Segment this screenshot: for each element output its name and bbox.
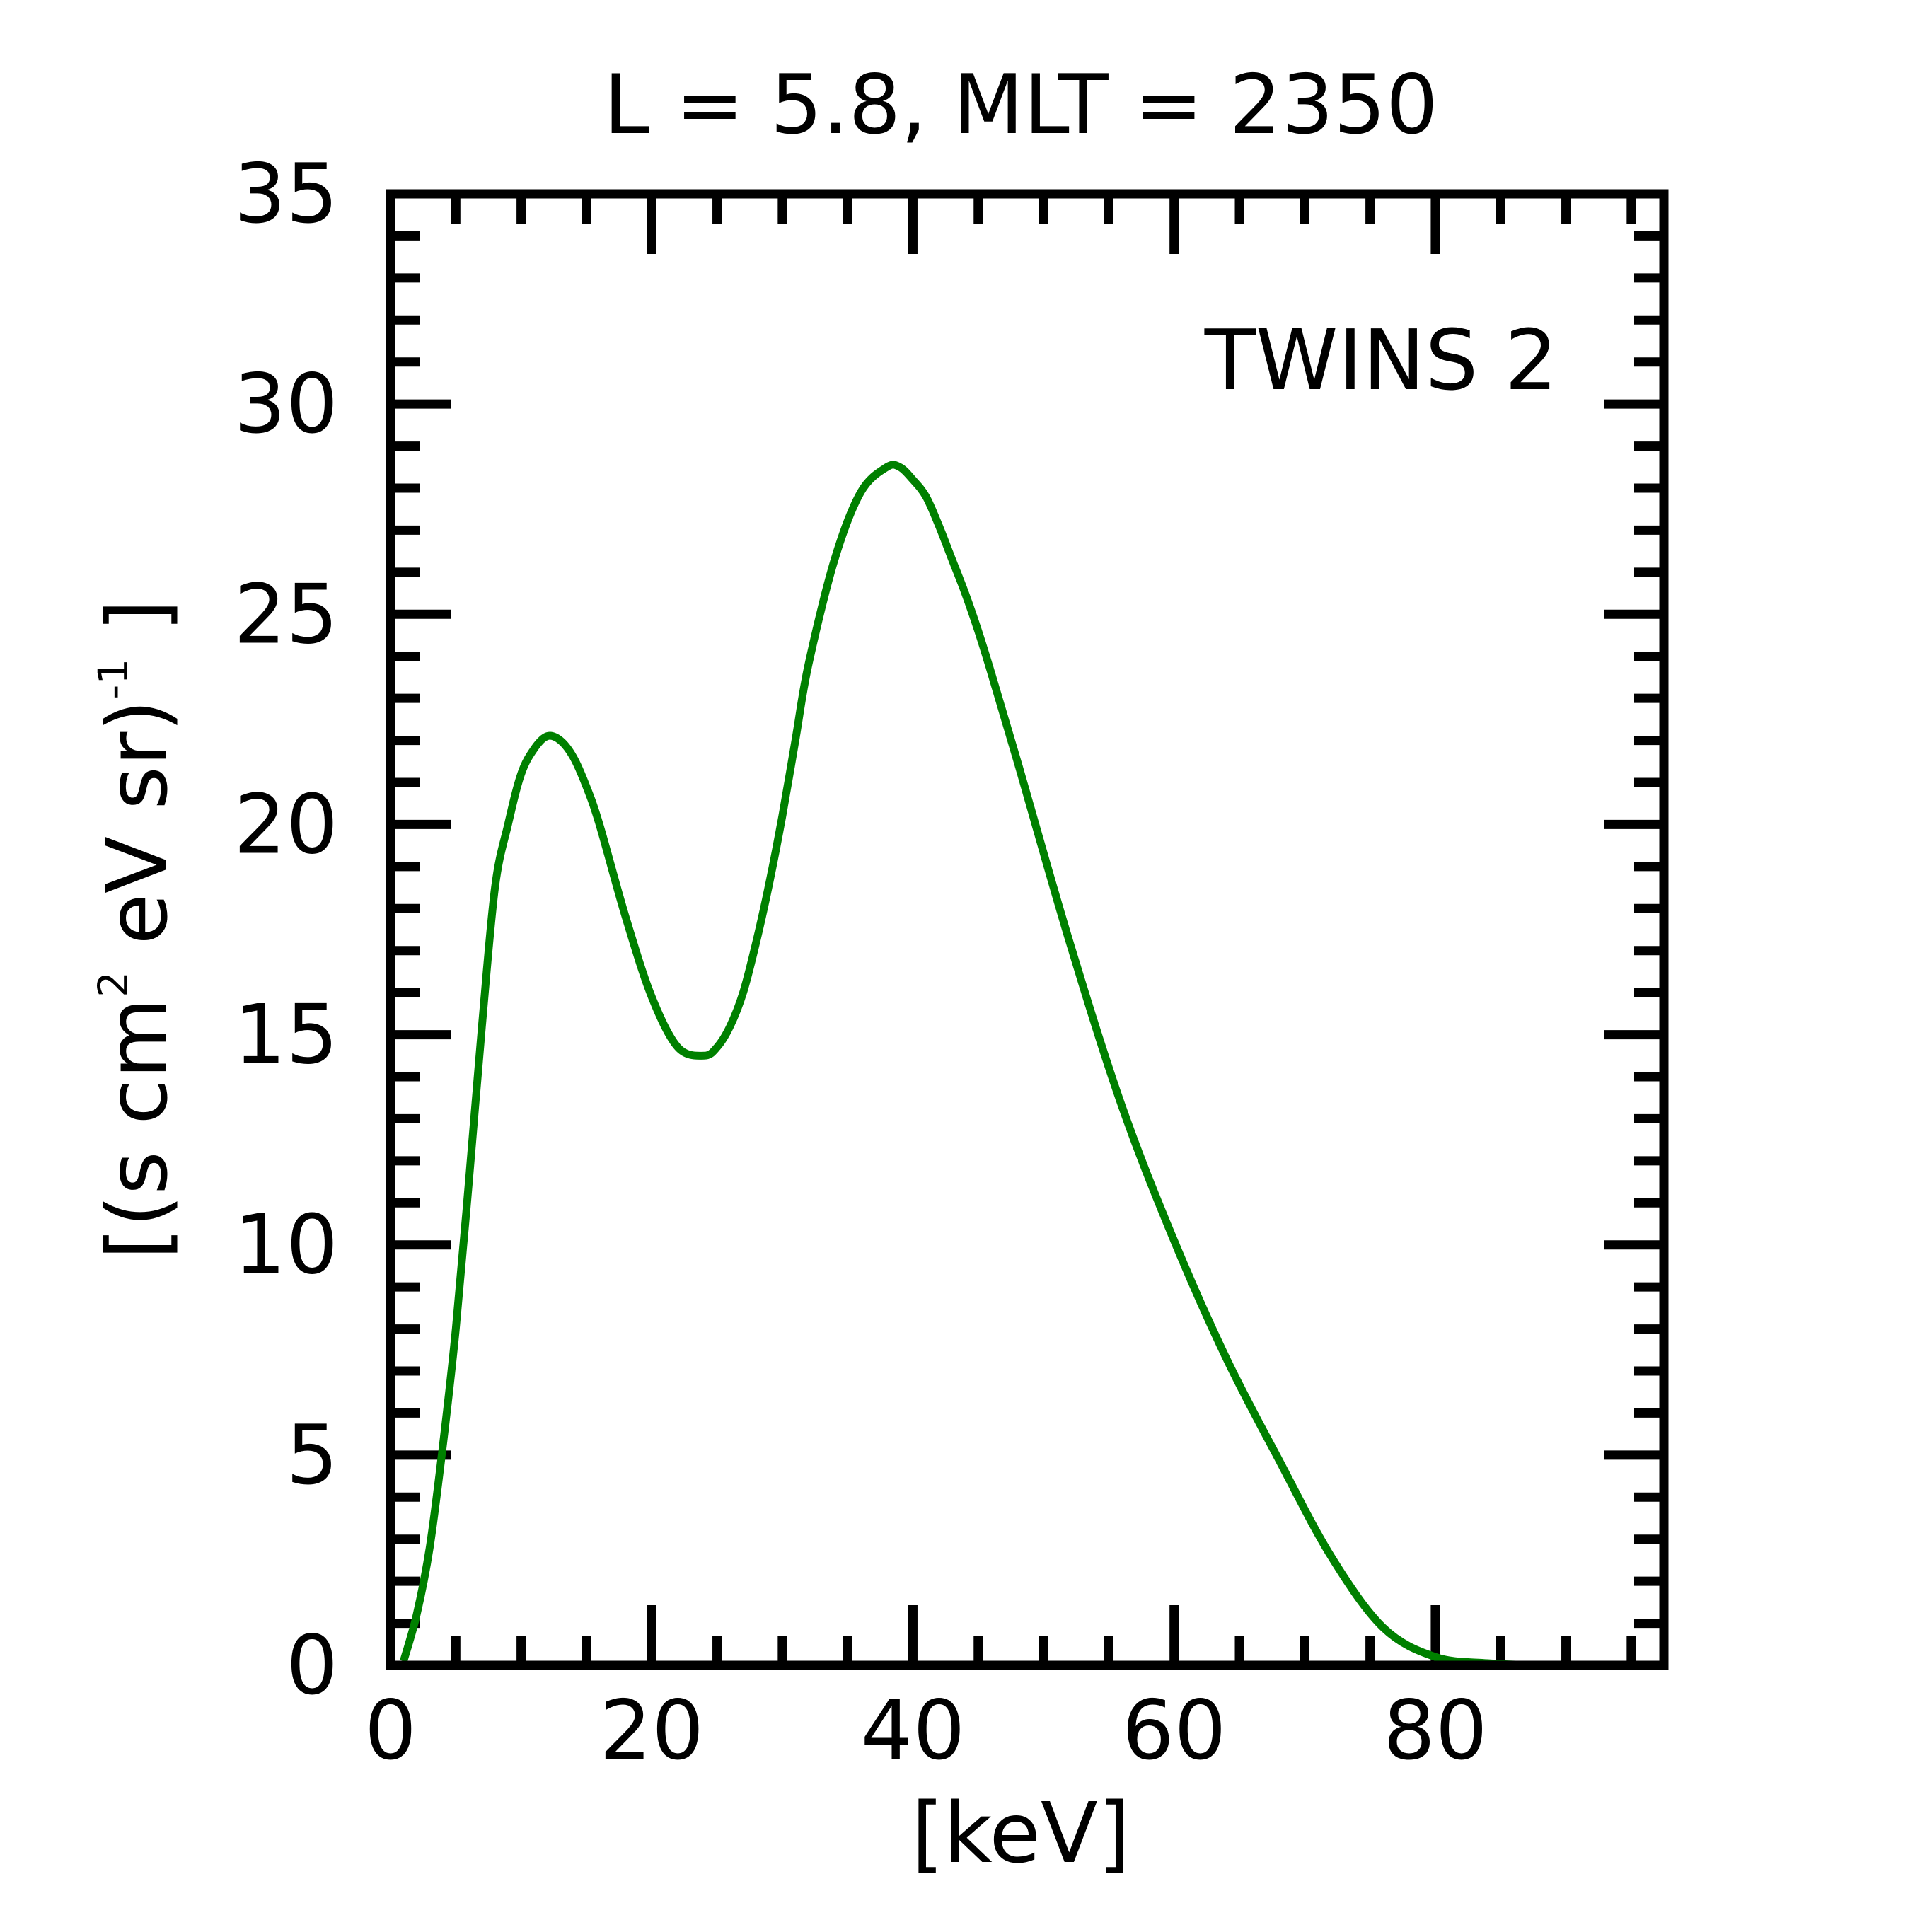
axis-ticks [386,189,1664,1670]
y-axis-label-sup-neg1: -1 [89,659,137,700]
x-axis-label: [keV] [911,1784,1130,1882]
series-line-twins-2 [400,461,1664,1670]
y-tick-labels: 0 5 10 15 20 25 30 35 [233,146,338,1713]
y-axis-label-close: ] [88,599,186,659]
y-tick-label: 10 [233,1198,338,1293]
legend-entry-twins-2: TWINS 2 [1204,311,1558,409]
plot-frame [386,189,1669,1670]
y-axis-label-sup-2: 2 [89,971,137,997]
x-tick-label: 80 [1383,1683,1488,1778]
y-axis-label: [(s cm2 eV sr)-1 ] [88,599,186,1260]
x-tick-label: 20 [599,1683,704,1778]
x-tick-label: 60 [1122,1683,1227,1778]
x-tick-label: 40 [861,1683,966,1778]
series-layer [400,461,1664,1670]
y-axis-label-middle: eV sr) [88,700,186,971]
chart-title: L = 5.8, MLT = 2350 [603,57,1438,153]
y-tick-label: 30 [233,357,338,452]
y-tick-label: 25 [233,567,338,662]
y-tick-label: 5 [286,1408,338,1503]
y-tick-label: 15 [233,988,338,1083]
y-tick-label: 20 [233,777,338,872]
x-tick-labels: 0 20 40 60 80 [364,1683,1488,1778]
y-tick-label: 35 [233,146,338,242]
x-tick-label: 0 [364,1683,417,1778]
y-axis-label-open: [(s cm [88,997,186,1260]
y-tick-label: 0 [286,1618,338,1713]
